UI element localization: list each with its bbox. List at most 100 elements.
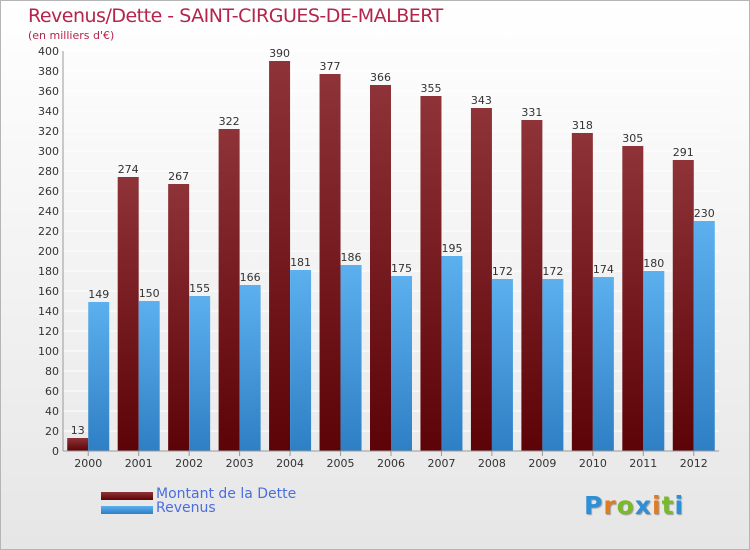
data-label-dette: 355	[420, 82, 441, 95]
bar-dette	[521, 120, 543, 451]
bar-revenus	[441, 256, 463, 451]
data-label-dette: 291	[673, 146, 694, 159]
y-tick-label: 220	[38, 225, 59, 238]
chart-title: Revenus/Dette - SAINT-CIRGUES-DE-MALBERT	[28, 5, 443, 27]
x-tick-label: 2003	[226, 457, 254, 470]
y-tick-label: 200	[38, 245, 59, 258]
bar-revenus	[340, 265, 362, 451]
data-label-dette: 305	[622, 132, 643, 145]
y-tick-label: 60	[45, 385, 59, 398]
x-tick-label: 2007	[427, 457, 455, 470]
legend-swatch-revenus	[101, 506, 153, 514]
y-tick-label: 400	[38, 45, 59, 58]
x-tick-label: 2008	[478, 457, 506, 470]
data-label-revenus: 172	[542, 265, 563, 278]
y-tick-label: 80	[45, 365, 59, 378]
bar-dette	[319, 74, 341, 451]
x-tick-label: 2001	[125, 457, 153, 470]
data-label-dette: 331	[521, 106, 542, 119]
y-tick-label: 40	[45, 405, 59, 418]
bar-dette	[672, 160, 694, 451]
data-label-revenus: 172	[492, 265, 513, 278]
x-axis: 2000 2001 2002 2003 2004 2005 2006 2007 2008 2009…	[63, 450, 719, 470]
bar-dette	[622, 146, 644, 451]
x-tick-label: 2006	[377, 457, 405, 470]
bar-dette	[269, 61, 291, 451]
y-tick-label: 100	[38, 345, 59, 358]
data-label-revenus: 149	[88, 288, 109, 301]
data-label-revenus: 180	[643, 257, 664, 270]
x-tick-label: 2010	[579, 457, 607, 470]
data-label-revenus: 230	[694, 207, 715, 220]
logo-letter: P	[584, 491, 604, 520]
data-label-dette: 377	[320, 60, 341, 73]
bar-dette	[117, 177, 139, 451]
data-label-revenus: 155	[189, 282, 210, 295]
y-tick-label: 280	[38, 165, 59, 178]
data-label-revenus: 150	[139, 287, 160, 300]
x-tick-label: 2005	[327, 457, 355, 470]
y-tick-label: 320	[38, 125, 59, 138]
y-tick-label: 380	[38, 65, 59, 78]
data-label-revenus: 175	[391, 262, 412, 275]
logo-letter: o	[616, 491, 635, 520]
data-label-dette: 274	[118, 163, 139, 176]
bar-revenus	[643, 271, 665, 451]
bar-revenus	[138, 301, 160, 451]
y-tick-label: 0	[52, 445, 59, 458]
data-label-dette: 267	[168, 170, 189, 183]
bar-revenus	[592, 277, 614, 451]
bar-revenus	[88, 302, 110, 451]
x-tick-label: 2009	[528, 457, 556, 470]
bar-revenus	[693, 221, 715, 451]
logo-letter: x	[634, 491, 652, 520]
logo-letter: i	[674, 491, 685, 520]
bar-dette	[420, 96, 442, 451]
logo-letter: i	[652, 491, 662, 520]
bar-revenus	[239, 285, 261, 451]
y-tick-label: 260	[38, 185, 59, 198]
bar-revenus	[391, 276, 412, 451]
y-tick-label: 300	[38, 145, 59, 158]
data-label-revenus: 195	[441, 242, 462, 255]
bar-dette	[571, 133, 593, 451]
legend-label-revenus: Revenus	[156, 500, 216, 516]
x-tick-label: 2002	[175, 457, 203, 470]
data-label-dette: 343	[471, 94, 492, 107]
y-tick-label: 360	[38, 85, 59, 98]
data-label-dette: 366	[370, 71, 391, 84]
y-tick-label: 140	[38, 305, 59, 318]
data-label-dette: 390	[269, 47, 290, 60]
y-axis: 0 20 40 60 80 100 120 140 160 180 200 220 240 260 280 3…	[38, 45, 64, 458]
logo-letter: r	[603, 491, 617, 520]
y-tick-label: 240	[38, 205, 59, 218]
data-label-revenus: 181	[290, 256, 311, 269]
data-label-revenus: 174	[593, 263, 614, 276]
x-tick-label: 2004	[276, 457, 304, 470]
proxiti-logo: Proxiti	[584, 491, 684, 520]
bar-dette	[470, 108, 492, 451]
logo-letter: t	[661, 491, 675, 520]
data-label-revenus: 166	[240, 271, 261, 284]
bar-revenus	[189, 296, 211, 451]
x-tick-label: 2012	[680, 457, 708, 470]
bar-dette	[67, 438, 89, 451]
chart-subtitle: (en milliers d'€)	[28, 29, 115, 42]
data-label-revenus: 186	[341, 251, 362, 264]
bar-dette	[218, 129, 240, 451]
legend-swatch-dette	[101, 492, 153, 500]
bar-revenus	[491, 279, 513, 451]
data-label-dette: 13	[71, 424, 85, 437]
y-tick-label: 20	[45, 425, 59, 438]
y-tick-label: 120	[38, 325, 59, 338]
y-tick-label: 180	[38, 265, 59, 278]
data-label-dette: 318	[572, 119, 593, 132]
y-tick-label: 340	[38, 105, 59, 118]
x-tick-label: 2011	[629, 457, 657, 470]
y-tick-label: 160	[38, 285, 59, 298]
bar-revenus	[290, 270, 312, 451]
data-label-dette: 322	[219, 115, 240, 128]
x-tick-label: 2000	[74, 457, 102, 470]
